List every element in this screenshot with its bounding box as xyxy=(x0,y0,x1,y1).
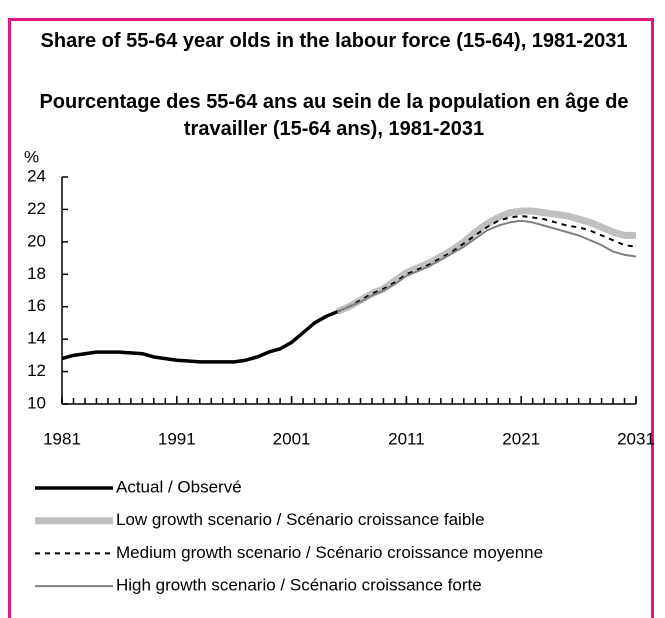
x-tick-label: 2011 xyxy=(388,429,425,448)
legend-label: Actual / Observé xyxy=(116,477,242,496)
x-tick-label: 1981 xyxy=(43,429,81,448)
x-tick-label: 2021 xyxy=(502,429,540,448)
frame xyxy=(8,18,654,618)
series-line xyxy=(336,207,636,315)
y-axis-label: % xyxy=(24,147,39,166)
legend-label: Medium growth scenario / Scénario croiss… xyxy=(116,543,543,562)
legend-label: Low growth scenario / Scénario croissanc… xyxy=(116,510,485,529)
legend-label: High growth scenario / Scénario croissan… xyxy=(116,576,482,595)
chart-title: Share of 55-64 year olds in the labour f… xyxy=(40,30,628,52)
y-tick-label: 10 xyxy=(27,393,46,412)
y-tick-label: 14 xyxy=(27,329,46,348)
y-tick-label: 24 xyxy=(27,166,46,185)
y-tick-label: 20 xyxy=(27,231,46,250)
y-tick-label: 16 xyxy=(27,296,46,315)
x-tick-label: 2001 xyxy=(273,429,311,448)
chart-subtitle: Pourcentage des 55-64 ans au sein de la … xyxy=(39,91,629,140)
x-tick-label: 2031 xyxy=(617,429,655,448)
series-line xyxy=(337,214,637,313)
y-tick-label: 12 xyxy=(27,361,46,380)
y-tick-label: 18 xyxy=(27,264,46,283)
series-line xyxy=(61,309,339,364)
y-tick-label: 22 xyxy=(27,199,46,218)
series-line xyxy=(337,219,637,313)
x-tick-label: 1991 xyxy=(158,429,196,448)
